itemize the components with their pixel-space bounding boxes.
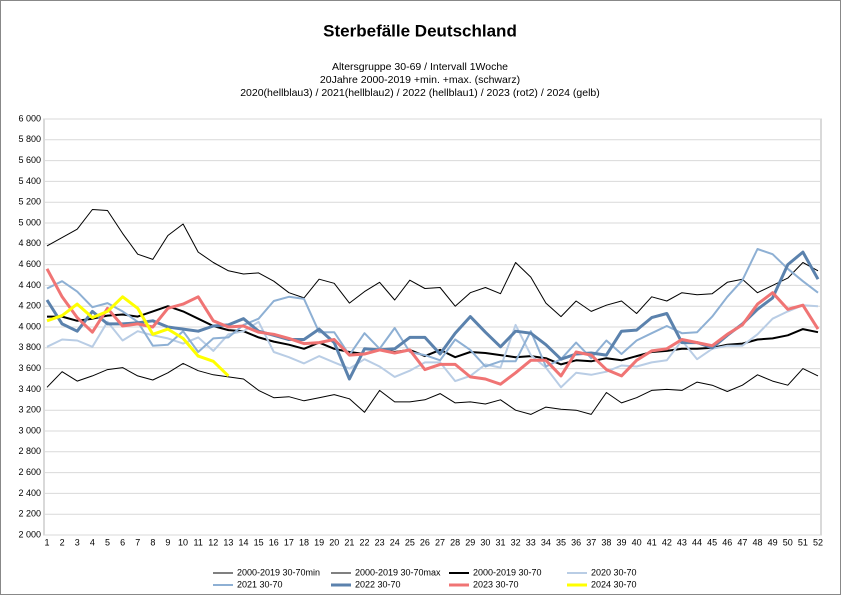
x-tick-label: 41 (647, 537, 657, 547)
x-tick-label: 30 (480, 537, 490, 547)
series-line (46, 362, 819, 415)
y-tick-label: 4 400 (18, 280, 41, 290)
legend-label: 2000-2019 30-70max (355, 567, 441, 577)
x-tick-label: 20 (329, 537, 339, 547)
y-tick-label: 2 600 (18, 467, 41, 477)
x-tick-label: 40 (632, 537, 642, 547)
x-tick-label: 45 (707, 537, 717, 547)
legend-label: 2000-2019 30-70 (473, 567, 542, 577)
x-tick-label: 43 (677, 537, 687, 547)
x-tick-label: 21 (344, 537, 354, 547)
x-tick-label: 24 (390, 537, 400, 547)
x-tick-label: 47 (737, 537, 747, 547)
y-tick-label: 4 800 (18, 238, 41, 248)
x-tick-label: 36 (571, 537, 581, 547)
x-tick-label: 22 (359, 537, 369, 547)
x-tick-label: 34 (541, 537, 551, 547)
series-line (45, 268, 820, 386)
x-tick-label: 2 (60, 537, 65, 547)
x-tick-label: 17 (284, 537, 294, 547)
legend-label: 2024 30-70 (591, 579, 637, 589)
y-tick-label: 4 000 (18, 321, 41, 331)
y-tick-label: 2 800 (18, 446, 41, 456)
x-tick-label: 8 (150, 537, 155, 547)
x-tick-label: 44 (692, 537, 702, 547)
y-tick-label: 5 600 (18, 155, 41, 165)
x-tick-label: 31 (496, 537, 506, 547)
x-tick-label: 35 (556, 537, 566, 547)
x-tick-label: 32 (511, 537, 521, 547)
x-tick-label: 27 (435, 537, 445, 547)
x-tick-label: 5 (105, 537, 110, 547)
y-tick-label: 5 200 (18, 197, 41, 207)
y-tick-label: 4 600 (18, 259, 41, 269)
subtitle: 2020(hellblau3) / 2021(hellblau2) / 2022… (240, 87, 600, 99)
y-tick-label: 3 000 (18, 425, 41, 435)
x-tick-label: 52 (813, 537, 823, 547)
x-tick-label: 51 (798, 537, 808, 547)
x-tick-label: 9 (165, 537, 170, 547)
x-tick-label: 7 (135, 537, 140, 547)
subtitle: 20Jahre 2000-2019 +min. +max. (schwarz) (320, 74, 520, 86)
y-tick-label: 6 000 (18, 113, 41, 123)
y-tick-label: 3 600 (18, 363, 41, 373)
x-tick-label: 6 (120, 537, 125, 547)
legend-label: 2021 30-70 (237, 579, 283, 589)
series-line (46, 248, 819, 368)
x-tick-label: 28 (450, 537, 460, 547)
x-tick-label: 15 (254, 537, 264, 547)
y-tick-label: 3 400 (18, 384, 41, 394)
x-tick-label: 46 (722, 537, 732, 547)
series-line (46, 295, 230, 377)
legend-label: 2023 30-70 (473, 579, 519, 589)
x-tick-label: 4 (90, 537, 95, 547)
x-tick-label: 23 (375, 537, 385, 547)
y-tick-label: 5 400 (18, 176, 41, 186)
x-tick-label: 3 (75, 537, 80, 547)
x-tick-label: 13 (223, 537, 233, 547)
series-line (46, 209, 819, 318)
y-tick-label: 5 800 (18, 134, 41, 144)
series-line (46, 304, 819, 389)
x-tick-label: 33 (526, 537, 536, 547)
chart-title: Sterbefälle Deutschland (323, 21, 517, 40)
series-line (45, 250, 820, 381)
x-tick-label: 42 (662, 537, 672, 547)
subtitle: Altersgruppe 30-69 / Intervall 1Woche (332, 61, 508, 73)
x-tick-label: 14 (239, 537, 249, 547)
x-tick-label: 1 (44, 537, 49, 547)
x-tick-label: 48 (753, 537, 763, 547)
x-tick-label: 19 (314, 537, 324, 547)
y-tick-label: 5 000 (18, 217, 41, 227)
x-tick-label: 39 (616, 537, 626, 547)
x-tick-label: 11 (194, 537, 203, 547)
y-tick-label: 3 800 (18, 342, 41, 352)
x-tick-label: 49 (768, 537, 778, 547)
x-tick-label: 29 (465, 537, 475, 547)
y-tick-label: 4 200 (18, 301, 41, 311)
x-tick-label: 38 (601, 537, 611, 547)
x-tick-label: 10 (178, 537, 188, 547)
legend-label: 2022 30-70 (355, 579, 401, 589)
x-tick-label: 26 (420, 537, 430, 547)
y-tick-label: 2 200 (18, 509, 41, 519)
x-tick-label: 37 (586, 537, 596, 547)
y-tick-label: 3 200 (18, 405, 41, 415)
y-tick-label: 2 400 (18, 488, 41, 498)
x-tick-label: 16 (269, 537, 279, 547)
y-tick-label: 2 000 (18, 529, 41, 539)
x-tick-label: 50 (783, 537, 793, 547)
x-tick-label: 18 (299, 537, 309, 547)
legend-label: 2000-2019 30-70min (237, 567, 320, 577)
legend-label: 2020 30-70 (591, 567, 637, 577)
x-tick-label: 12 (208, 537, 218, 547)
x-tick-label: 25 (405, 537, 415, 547)
